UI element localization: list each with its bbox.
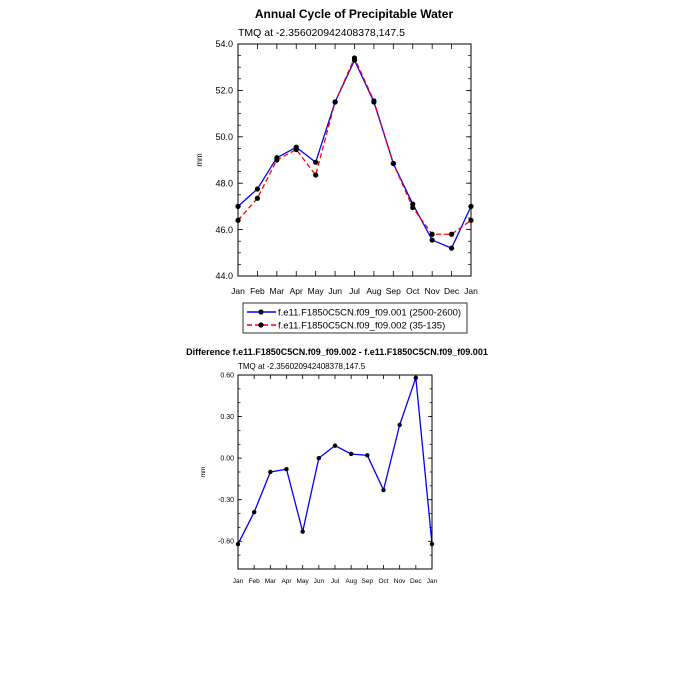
x-tick-label: Dec: [444, 286, 460, 296]
x-tick-label: May: [297, 578, 310, 585]
x-tick-label: Aug: [345, 578, 357, 585]
y-tick-label: 44.0: [215, 271, 233, 281]
y-tick-label: 54.0: [215, 39, 233, 49]
data-point-series-2: [429, 231, 435, 237]
y-tick-label: 0.30: [220, 414, 234, 421]
legend-label-series-2: f.e11.F1850C5CN.f09_f09.002 (35-135): [278, 321, 445, 332]
chart2-subtitle: TMQ at -2.356020942408378,147.5: [238, 362, 366, 371]
data-point-series-2: [351, 55, 358, 61]
x-tick-label: Jul: [331, 578, 340, 585]
legend-label-series-1: f.e11.F1850C5CN.f09_f09.001 (2500-2600): [278, 308, 461, 319]
data-point-series-1: [365, 453, 370, 458]
legend-frame: [242, 302, 468, 334]
x-tick-label: Jun: [328, 286, 342, 296]
x-tick-label: Aug: [366, 286, 381, 296]
y-tick-label: 50.0: [215, 132, 233, 142]
legend-marker-series-1: [258, 309, 264, 315]
difference-chart: Difference f.e11.F1850C5CN.f09_f09.002 -…: [186, 347, 488, 585]
x-tick-label: Nov: [425, 286, 441, 296]
chart1-title: Annual Cycle of Precipitable Water: [255, 7, 454, 21]
x-tick-label: Jul: [349, 286, 360, 296]
data-point-series-1: [397, 422, 402, 428]
x-tick-label: Jun: [314, 578, 325, 585]
y-tick-label: 0.00: [220, 456, 234, 463]
y-tick-label: 48.0: [215, 178, 233, 188]
chart1-subtitle: TMQ at -2.356020942408378,147.5: [238, 27, 405, 39]
x-tick-label: Jan: [464, 286, 478, 296]
chart2-plot-frame: [237, 374, 433, 570]
data-point-series-1: [448, 245, 455, 251]
data-point-series-2: [293, 146, 299, 153]
data-point-series-1: [332, 443, 338, 448]
series-line-2: [237, 56, 472, 235]
data-point-series-1: [251, 509, 257, 515]
y-tick-label: 46.0: [215, 225, 233, 235]
data-point-series-1: [268, 469, 273, 475]
data-point-series-2: [313, 172, 319, 178]
x-tick-label: Jan: [233, 578, 244, 585]
x-tick-label: Apr: [281, 578, 292, 585]
data-point-series-1: [254, 186, 261, 192]
x-tick-label: May: [308, 286, 325, 296]
x-tick-label: Feb: [250, 286, 265, 296]
precipitable-water-chart: Annual Cycle of Precipitable Water TMQ a…: [195, 7, 478, 334]
data-point-series-1: [300, 529, 305, 534]
x-tick-label: Jan: [427, 578, 438, 585]
chart2-ylabel: mm: [200, 467, 207, 478]
data-point-series-2: [371, 98, 377, 104]
x-tick-label: Apr: [290, 286, 303, 296]
y-tick-label: 0.60: [220, 372, 234, 379]
x-tick-label: Oct: [406, 286, 420, 296]
data-point-series-1: [348, 451, 354, 457]
x-tick-label: Dec: [410, 578, 422, 585]
chart2-title: Difference f.e11.F1850C5CN.f09_f09.002 -…: [186, 347, 488, 357]
data-point-series-2: [274, 157, 280, 163]
series-line-1: [237, 377, 433, 545]
data-point-series-1: [381, 487, 386, 493]
data-point-series-1: [313, 159, 319, 165]
legend-marker-series-2: [258, 322, 264, 328]
x-tick-label: Jan: [231, 286, 245, 296]
x-tick-label: Feb: [249, 578, 261, 585]
chart1-legend: f.e11.F1850C5CN.f09_f09.001 (2500-2600) …: [242, 302, 468, 334]
data-point-series-2: [254, 195, 261, 201]
y-tick-label: -0.30: [218, 497, 234, 504]
series-line-1: [237, 58, 472, 250]
data-point-series-1: [316, 455, 322, 461]
data-point-series-2: [410, 204, 416, 211]
x-tick-label: Sep: [362, 578, 374, 585]
data-point-series-2: [448, 231, 455, 237]
x-tick-label: Oct: [378, 578, 388, 585]
x-tick-label: Sep: [386, 286, 401, 296]
x-tick-label: Nov: [394, 578, 406, 585]
data-point-series-1: [284, 467, 289, 472]
data-point-series-2: [332, 99, 338, 105]
y-tick-label: -0.60: [218, 539, 234, 546]
x-tick-label: Mar: [270, 286, 285, 296]
y-tick-label: 52.0: [215, 86, 233, 96]
data-point-series-2: [390, 160, 396, 167]
chart1-ylabel: mm: [195, 153, 204, 167]
x-tick-label: Mar: [265, 578, 277, 585]
data-point-series-1: [429, 237, 435, 243]
